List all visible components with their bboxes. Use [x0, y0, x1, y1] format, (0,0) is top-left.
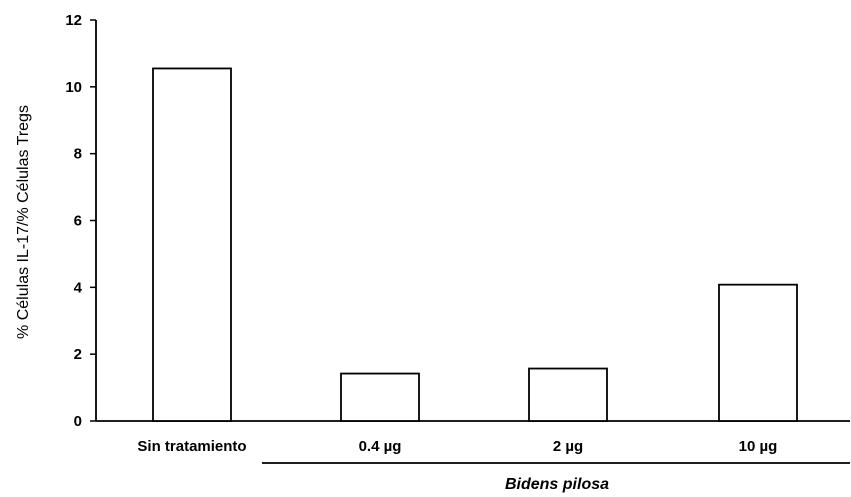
bar — [718, 283, 798, 422]
group-label: Bidens pilosa — [505, 476, 609, 493]
bar — [528, 367, 608, 422]
y-tick-label: 6 — [74, 213, 82, 230]
x-tick-label: Sin tratamiento — [137, 438, 246, 455]
x-tick-label: 0.4 µg — [359, 438, 402, 455]
x-tick-label: 10 µg — [739, 438, 778, 455]
y-tick-label: 2 — [74, 346, 82, 363]
y-tick-label: 0 — [74, 413, 82, 430]
y-tick-label: 4 — [74, 279, 83, 296]
y-tick-label: 10 — [65, 79, 82, 96]
y-tick-label: 12 — [65, 12, 82, 29]
bar — [152, 67, 232, 422]
x-tick-label: 2 µg — [553, 438, 583, 455]
y-tick-label: 8 — [74, 146, 82, 163]
y-axis-title: % Células IL-17/% Células Tregs — [15, 105, 32, 339]
plot-area: 0 2 4 6 8 10 12 Sin tratamiento 0.4 µg 2 µg 10 µg — [65, 12, 850, 464]
bar — [340, 372, 420, 422]
